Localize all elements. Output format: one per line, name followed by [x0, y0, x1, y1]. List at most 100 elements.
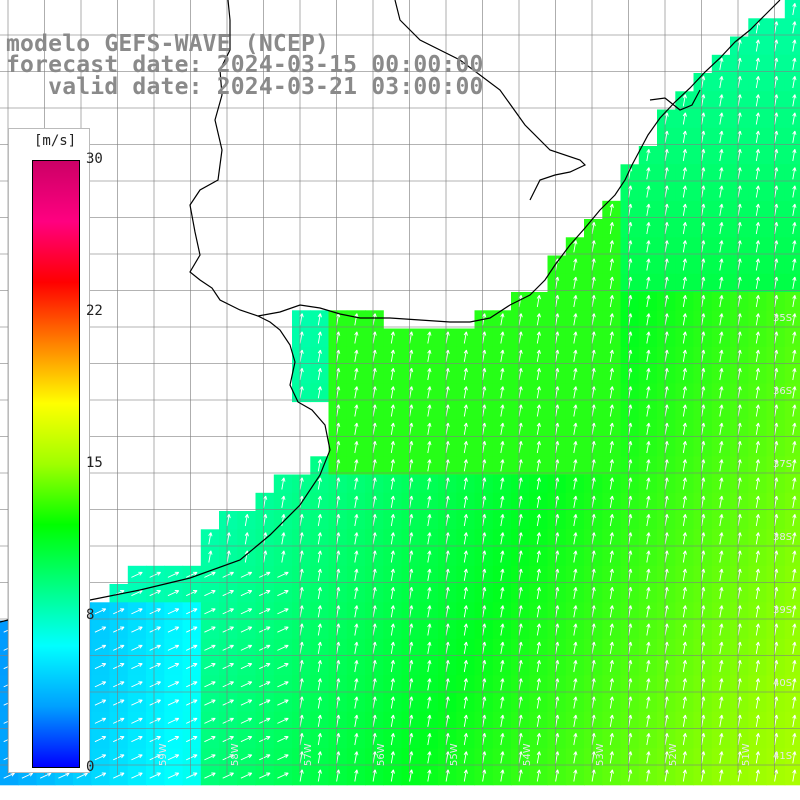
wind-arrow [390, 386, 395, 399]
wind-arrow [682, 532, 687, 545]
wind-arrow [609, 313, 614, 326]
wind-arrow [646, 404, 651, 417]
wind-arrow [463, 678, 468, 691]
wind-arrow [94, 608, 107, 615]
wind-arrow [427, 422, 432, 435]
wind-arrow [755, 39, 760, 52]
wind-speed-cell [127, 675, 147, 695]
wind-arrow [609, 659, 614, 673]
wind-arrow [755, 422, 760, 435]
wind-arrow [463, 386, 468, 399]
wind-arrow [463, 422, 468, 435]
wind-arrow [719, 586, 724, 600]
wind-arrow [204, 754, 216, 761]
wind-arrow [208, 550, 213, 563]
wind-arrow [354, 477, 359, 490]
wind-arrow [792, 276, 797, 289]
wind-arrow [149, 772, 161, 779]
wind-arrow [792, 605, 797, 618]
wind-arrow [149, 663, 161, 670]
wind-arrow [755, 367, 760, 381]
lon-label: 54W [522, 743, 533, 766]
wind-arrow [792, 751, 797, 764]
wind-arrow [500, 568, 505, 581]
wind-speed-cell [784, 401, 800, 421]
wind-arrow [719, 57, 724, 70]
wind-arrow [463, 769, 468, 782]
wind-arrow [573, 696, 578, 709]
wind-arrow [390, 331, 395, 344]
colorbar [32, 160, 80, 768]
wind-arrow [536, 769, 541, 782]
wind-arrow [500, 349, 505, 362]
wind-arrow [573, 294, 578, 308]
wind-arrow [646, 732, 651, 746]
wind-arrow [573, 751, 578, 764]
wind-arrow [755, 258, 760, 271]
wind-arrow [222, 644, 234, 651]
wind-arrow [792, 495, 797, 508]
wind-arrow [755, 732, 760, 746]
wind-speed-cell [91, 748, 111, 768]
wind-arrow [792, 94, 797, 107]
lon-label: 58W [230, 743, 241, 766]
wind-arrow [682, 130, 687, 143]
wind-arrow [317, 367, 322, 381]
wind-arrow [390, 641, 395, 654]
wind-arrow [682, 751, 687, 764]
wind-arrow [682, 386, 687, 399]
wind-arrow [131, 754, 143, 761]
wind-arrow [719, 185, 724, 198]
wind-speed-cell [784, 584, 800, 603]
wind-arrow [186, 571, 198, 578]
wind-arrow [167, 663, 180, 670]
wind-arrow [317, 331, 322, 344]
wind-arrow [113, 754, 125, 761]
wind-speed-cell [164, 638, 184, 658]
wind-speed-cell [200, 711, 220, 731]
wind-arrow [167, 699, 180, 706]
wind-arrow [646, 313, 651, 326]
wind-arrow [792, 732, 797, 746]
lon-label: 59W [158, 743, 169, 766]
wind-arrow [94, 663, 107, 670]
wind-arrow [354, 641, 359, 654]
wind-arrow [719, 714, 724, 727]
wind-arrow [354, 659, 359, 673]
wind-arrow [354, 623, 359, 636]
wind-arrow [277, 717, 289, 724]
wind-arrow [755, 185, 760, 198]
wind-speed-cell [237, 711, 257, 731]
wind-arrow [573, 349, 578, 362]
wind-arrow [317, 532, 322, 545]
wind-arrow [755, 130, 760, 143]
lat-label: 35S [773, 313, 793, 324]
wind-arrow [500, 331, 505, 344]
wind-arrow [792, 221, 797, 235]
wind-arrow [536, 477, 541, 490]
wind-arrow [682, 605, 687, 618]
wind-speed-cell [127, 748, 147, 768]
wind-arrow [500, 659, 505, 673]
wind-arrow [609, 386, 614, 399]
wind-arrow [755, 167, 760, 180]
wind-arrow [646, 769, 651, 782]
wind-arrow [354, 422, 359, 435]
wind-arrow [646, 386, 651, 399]
wind-arrow [427, 732, 432, 746]
wind-arrow [646, 513, 651, 527]
wind-arrow [113, 717, 125, 724]
wind-arrow [755, 678, 760, 691]
wind-arrow [646, 331, 651, 344]
wind-arrow [354, 532, 359, 545]
wind-arrow [500, 623, 505, 636]
wind-speed-cell [784, 547, 800, 567]
wind-arrow [682, 112, 687, 125]
wind-arrow [609, 221, 614, 235]
wind-arrow [646, 440, 651, 454]
wind-arrow [463, 586, 468, 600]
wind-arrow [719, 440, 724, 454]
wind-arrow [682, 440, 687, 454]
wind-arrow [186, 626, 198, 633]
wind-arrow [573, 659, 578, 673]
